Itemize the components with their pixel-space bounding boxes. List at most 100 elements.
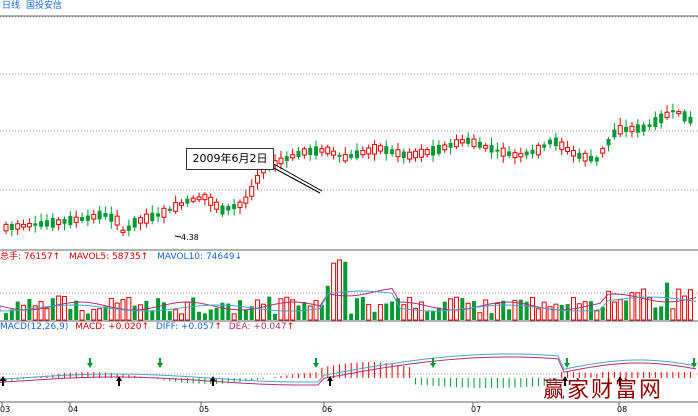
volume-bar <box>401 304 407 321</box>
volume-bar <box>629 292 635 321</box>
candle-body <box>33 223 38 226</box>
candle-body <box>436 144 441 154</box>
price-candle <box>366 144 372 160</box>
grid <box>0 16 698 375</box>
volume-bar <box>255 299 261 321</box>
price-candle <box>676 109 682 117</box>
volume-bar <box>384 303 389 320</box>
candle-body <box>97 210 102 220</box>
candle-body <box>629 125 635 133</box>
price-candle <box>384 140 389 161</box>
price-candle <box>179 199 184 210</box>
volume-bar <box>231 313 237 321</box>
price-candle <box>156 207 161 223</box>
candle-body <box>296 150 301 158</box>
candle-body <box>612 129 617 138</box>
volume-bar <box>114 302 120 321</box>
price-candle <box>664 105 670 120</box>
macd-signal-arrows <box>0 358 697 386</box>
volume-bar <box>284 296 290 321</box>
volume-bar <box>390 301 395 320</box>
candle-body <box>143 213 149 224</box>
volume-bar <box>313 299 319 321</box>
candle-body <box>489 145 494 153</box>
volume-bar <box>355 298 359 320</box>
price-candle <box>524 148 529 160</box>
candle-body <box>237 201 243 209</box>
candle-body <box>682 111 687 122</box>
price-candle <box>68 211 73 229</box>
volume-bar <box>156 298 161 320</box>
mavol10-value: 74649 <box>205 252 235 262</box>
candle-body <box>589 155 593 162</box>
price-candle <box>436 140 441 157</box>
sell-signal-arrow <box>87 358 93 368</box>
price-candle <box>542 141 547 152</box>
price-candle <box>220 202 225 217</box>
price-candle <box>185 195 190 208</box>
macd-lines <box>0 353 697 386</box>
price-candle <box>284 151 289 169</box>
volume-bar <box>530 296 535 321</box>
price-candle <box>570 145 576 163</box>
candle-body <box>214 201 220 210</box>
candle-body <box>21 223 27 228</box>
volume-bar <box>395 298 400 320</box>
volume-bar <box>431 310 436 320</box>
candle-body <box>249 186 255 197</box>
price-candle <box>641 122 646 136</box>
price-candle <box>232 198 237 216</box>
price-candle <box>647 119 652 131</box>
price-candle <box>208 193 214 212</box>
macd-panel-header: MACD(12,26,9) MACD: +0.020↑ DIFF: +0.057… <box>0 322 295 332</box>
candle-body <box>156 213 161 217</box>
volume-up-arrow: ↑ <box>52 252 61 262</box>
candle-body <box>670 110 675 113</box>
price-candle <box>243 189 249 209</box>
volume-bar <box>518 299 523 320</box>
price-candle <box>15 220 21 235</box>
volume-bar <box>611 301 617 321</box>
volume-bar <box>32 305 38 321</box>
price-candle <box>390 145 395 157</box>
price-candle <box>337 152 342 163</box>
price-candle <box>372 140 378 161</box>
price-candle <box>143 208 149 228</box>
volume-bar <box>197 311 202 320</box>
candle-body <box>314 146 319 156</box>
volume-bar <box>407 296 413 321</box>
volume-bar <box>600 307 605 320</box>
candle-body <box>243 196 249 204</box>
price-candle <box>559 137 565 156</box>
candle-body <box>553 137 558 147</box>
candle-body <box>395 149 401 158</box>
dea-label: DEA <box>228 322 248 332</box>
volume-bar <box>331 262 337 321</box>
candle-body <box>114 215 120 226</box>
candle-body <box>109 213 114 222</box>
price-candle <box>349 149 354 161</box>
volume-bar <box>377 304 383 321</box>
candle-body <box>278 157 284 165</box>
price-candle <box>413 148 418 162</box>
volume-bar <box>659 306 664 320</box>
price-candle <box>448 138 453 155</box>
candle-body <box>624 126 629 132</box>
buy-signal-arrow <box>327 376 333 386</box>
volume-bar <box>108 297 114 321</box>
volume-total-label: 总手 <box>0 252 19 262</box>
price-candle <box>161 204 167 224</box>
price-candle <box>9 221 14 237</box>
price-candle <box>606 136 611 152</box>
candle-body <box>653 117 658 127</box>
candle-body <box>308 147 313 156</box>
price-candle <box>360 146 366 158</box>
candle-body <box>641 124 646 132</box>
volume-bar <box>85 313 90 320</box>
dea-line <box>0 356 697 386</box>
candle-body <box>413 150 418 159</box>
price-candle <box>331 146 337 160</box>
price-candle <box>418 144 424 162</box>
volume-bar <box>62 296 67 321</box>
